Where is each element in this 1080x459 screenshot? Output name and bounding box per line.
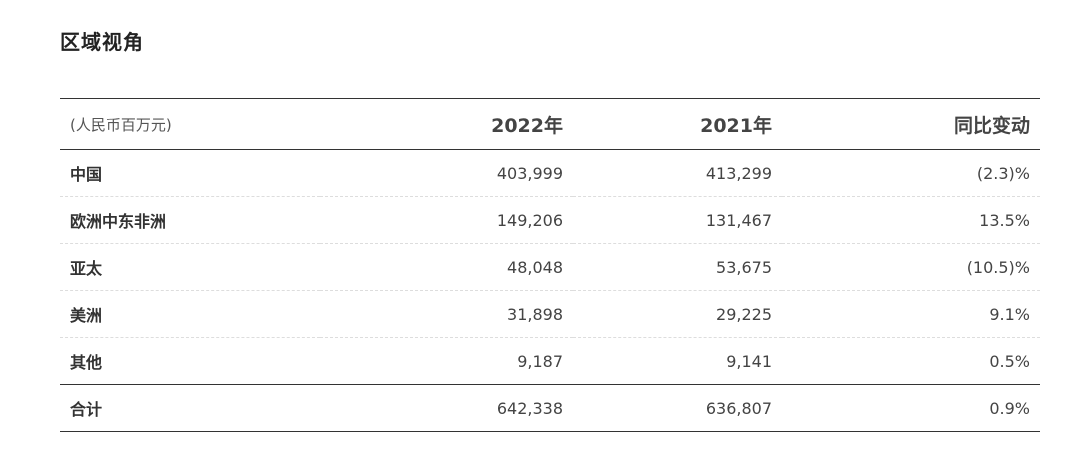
value-2021: 131,467: [705, 210, 772, 230]
column-header-2022: 2022年: [491, 114, 563, 137]
value-2021: 9,141: [726, 351, 772, 371]
unit-label: (人民币百万元): [70, 115, 172, 134]
table-row: 欧洲中东非洲 149,206 131,467 13.5%: [60, 197, 1040, 244]
total-2022: 642,338: [496, 398, 563, 418]
value-2022: 403,999: [496, 163, 563, 183]
total-change: 0.9%: [989, 398, 1030, 418]
total-row: 合计 642,338 636,807 0.9%: [60, 385, 1040, 432]
region-name: 其他: [70, 353, 103, 372]
value-2022: 31,898: [507, 304, 563, 324]
table-row: 中国 403,999 413,299 (2.3)%: [60, 150, 1040, 197]
table-row: 亚太 48,048 53,675 (10.5)%: [60, 244, 1040, 291]
value-2022: 149,206: [496, 210, 563, 230]
page-title: 区域视角: [60, 30, 144, 54]
region-name: 中国: [70, 165, 103, 184]
table-row: 美洲 31,898 29,225 9.1%: [60, 291, 1040, 338]
column-header-2021: 2021年: [700, 114, 772, 137]
total-2021: 636,807: [705, 398, 772, 418]
column-header-change: 同比变动: [953, 114, 1030, 137]
value-2022: 48,048: [507, 257, 563, 277]
yoy-change: 13.5%: [979, 210, 1030, 230]
value-2022: 9,187: [517, 351, 563, 371]
region-name: 美洲: [70, 306, 103, 325]
yoy-change: (10.5)%: [966, 257, 1030, 277]
region-revenue-table: (人民币百万元) 2022年 2021年 同比变动 中国 403,999 413…: [60, 98, 1040, 432]
table-header-row: (人民币百万元) 2022年 2021年 同比变动: [60, 98, 1040, 150]
value-2021: 413,299: [705, 163, 772, 183]
region-name: 亚太: [70, 259, 103, 278]
yoy-change: 9.1%: [989, 304, 1030, 324]
value-2021: 53,675: [716, 257, 772, 277]
table-row: 其他 9,187 9,141 0.5%: [60, 338, 1040, 385]
total-label: 合计: [70, 400, 103, 419]
value-2021: 29,225: [716, 304, 772, 324]
region-name: 欧洲中东非洲: [70, 212, 167, 231]
yoy-change: (2.3)%: [976, 163, 1030, 183]
yoy-change: 0.5%: [989, 351, 1030, 371]
